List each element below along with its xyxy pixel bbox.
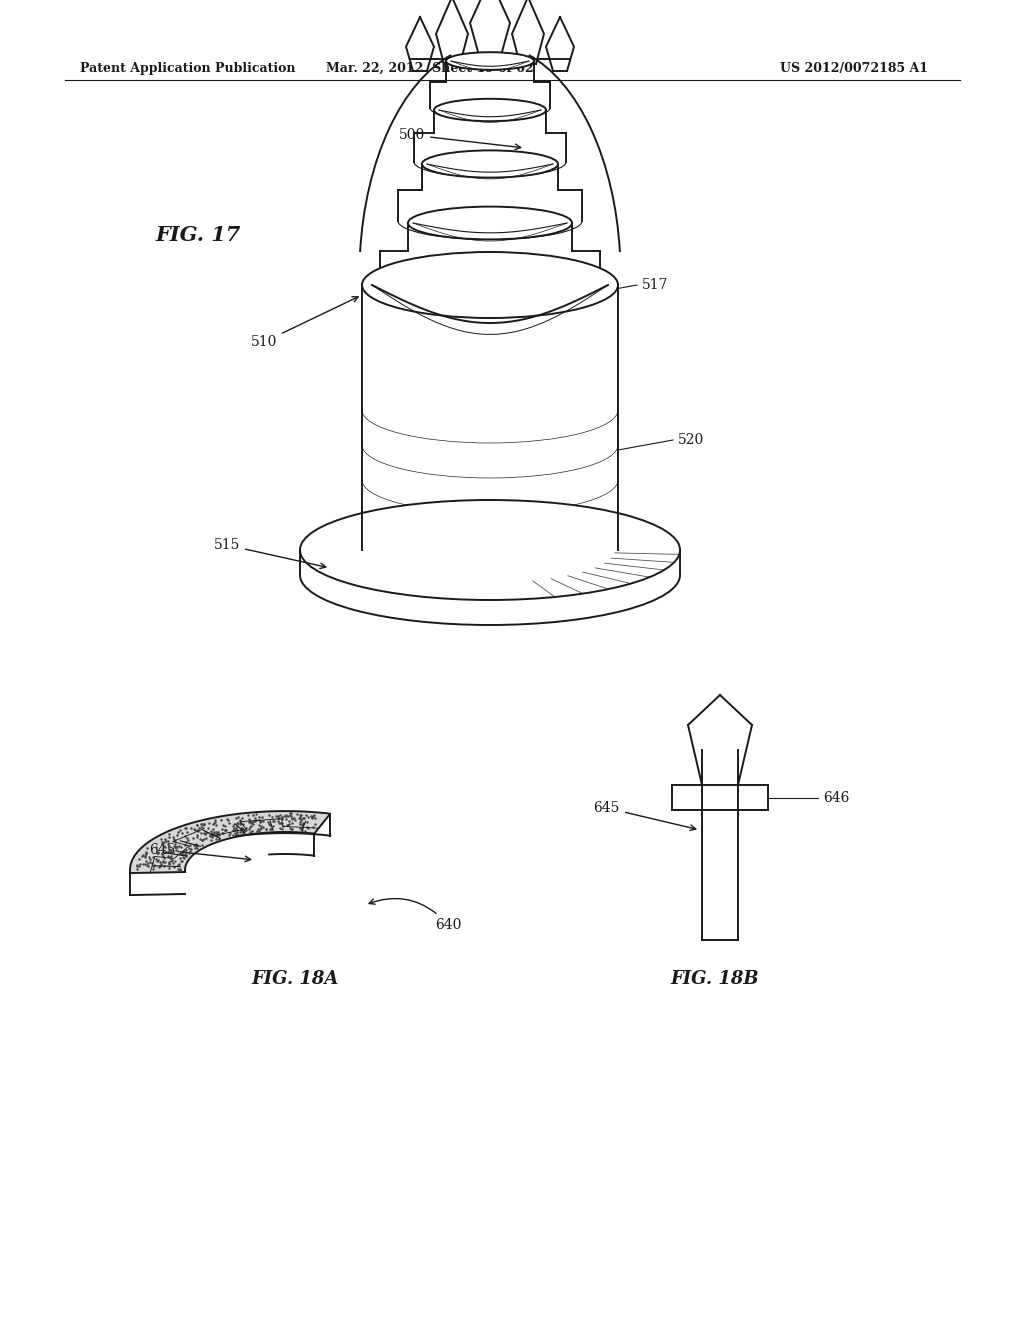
Polygon shape — [130, 810, 331, 873]
Text: 517: 517 — [642, 279, 669, 292]
Ellipse shape — [300, 500, 680, 601]
Text: Patent Application Publication: Patent Application Publication — [80, 62, 296, 75]
Text: 646: 646 — [823, 791, 849, 804]
Text: FIG. 18B: FIG. 18B — [671, 970, 760, 987]
Text: 645: 645 — [594, 801, 695, 830]
Text: 645: 645 — [148, 843, 251, 862]
Ellipse shape — [434, 99, 546, 121]
Text: 515: 515 — [214, 539, 326, 569]
Text: US 2012/0072185 A1: US 2012/0072185 A1 — [780, 62, 928, 75]
Text: Mar. 22, 2012  Sheet 19 of 62: Mar. 22, 2012 Sheet 19 of 62 — [327, 62, 534, 75]
Text: 500: 500 — [398, 128, 520, 149]
Text: 640: 640 — [369, 899, 462, 932]
Ellipse shape — [422, 150, 558, 178]
Ellipse shape — [362, 252, 618, 318]
Text: FIG. 18A: FIG. 18A — [251, 970, 339, 987]
Text: 510: 510 — [251, 297, 358, 348]
Text: FIG. 17: FIG. 17 — [155, 224, 241, 246]
Ellipse shape — [446, 53, 534, 70]
Text: 520: 520 — [678, 433, 705, 447]
Ellipse shape — [408, 207, 572, 239]
